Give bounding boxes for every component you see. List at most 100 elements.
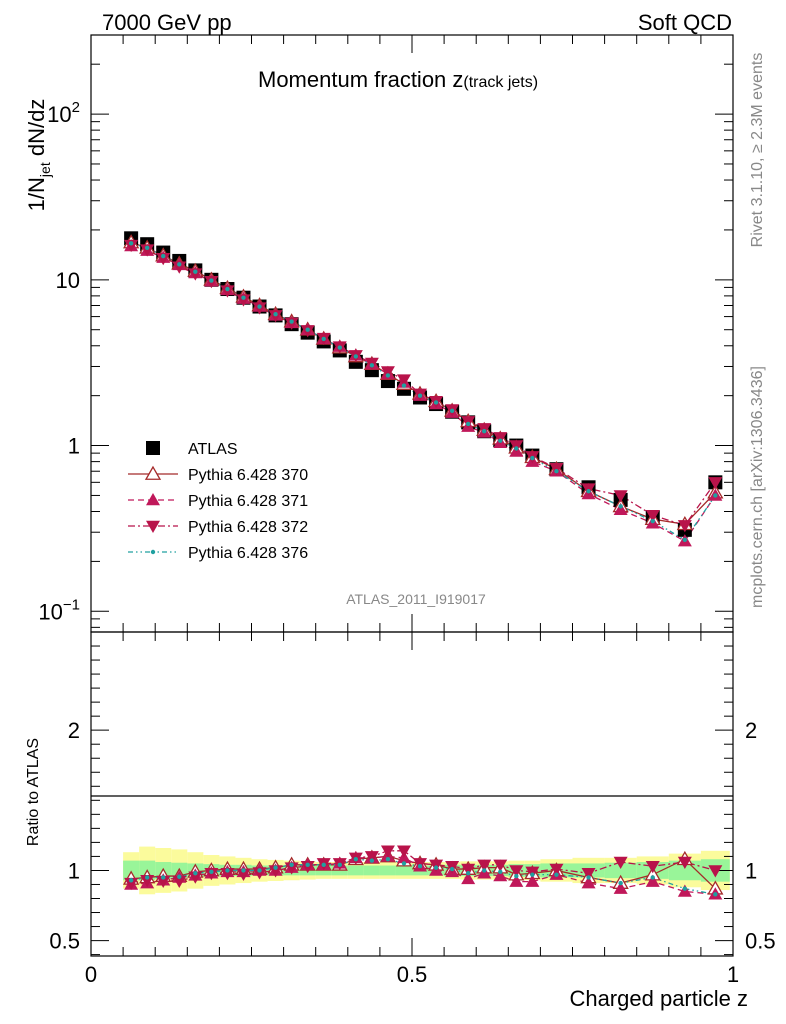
ratio-data-point: [144, 875, 150, 880]
ratio-data-point: [337, 862, 342, 868]
ratio-data-point: [241, 868, 246, 873]
data-point: [236, 294, 251, 307]
ratio-data-point: [172, 875, 187, 888]
main-y-tick-base: 1: [68, 434, 80, 459]
data-point: [613, 490, 628, 503]
ratio-data-point: [465, 871, 471, 876]
ratio-data-point: [289, 862, 294, 868]
ratio-data-point: [364, 851, 379, 864]
ratio-data-point: [509, 874, 524, 887]
data-point: [465, 421, 471, 427]
legend-label: Pythia 6.428 370: [188, 467, 308, 484]
ratio-data-point: [177, 874, 182, 879]
ratio-data-point: [498, 869, 503, 875]
legend-label: ATLAS: [188, 441, 238, 458]
ratio-data-point: [140, 875, 155, 888]
ratio-data-point: [225, 868, 230, 873]
analysis-watermark: ATLAS_2011_I919017: [346, 591, 486, 607]
ratio-data-point: [236, 868, 251, 881]
data-point: [493, 432, 508, 445]
ratio-data-point: [204, 867, 219, 881]
ratio-data-point: [156, 875, 171, 888]
ratio-data-point: [461, 863, 476, 877]
ratio-band-inner: [123, 860, 140, 881]
data-point: [321, 336, 326, 342]
main-y-tick-base: 10: [56, 268, 80, 293]
ratio-data-point: [514, 873, 519, 879]
main-title: Momentum fraction z(track jets): [258, 67, 538, 92]
data-point: [380, 366, 395, 379]
legend-label: Pythia 6.428 371: [188, 493, 308, 510]
ratio-y-tick-label-right: 2: [745, 718, 757, 743]
ratio-data-point: [284, 862, 299, 875]
data-point: [124, 239, 139, 253]
main-title-text: Momentum fraction z: [258, 67, 463, 92]
data-point: [193, 269, 198, 274]
ratio-data-point: [482, 868, 487, 873]
ratio-data-point: [682, 886, 688, 891]
x-tick-label: 1: [727, 962, 739, 987]
ratio-data-point: [161, 875, 166, 880]
legend: ATLAS Pythia 6.428 370 Pythia 6.428 371 Pyt…: [128, 441, 308, 562]
ratio-data-point: [549, 863, 564, 877]
ratio-data-point: [613, 856, 628, 870]
ratio-data-point: [353, 857, 359, 862]
ratio-band-inner: [668, 860, 701, 881]
ratio-y-tick-label: 0.5: [49, 929, 80, 954]
ratio-data-point: [618, 880, 623, 886]
x-tick-label: 0.5: [397, 962, 428, 987]
data-point: [586, 489, 591, 494]
data-point: [650, 518, 655, 524]
ratio-series-group: [123, 845, 724, 900]
data-point: [618, 504, 623, 509]
ratio-y-tick-label: 1: [68, 858, 80, 883]
main-ylabel: 1/Njet dN/dz: [24, 99, 53, 212]
main-y-tick-exp: −1: [63, 596, 80, 613]
ratio-data-point: [300, 860, 315, 874]
ratio-data-point: [713, 892, 718, 897]
data-point: [220, 285, 235, 298]
data-point: [645, 509, 660, 523]
data-point: [209, 278, 214, 283]
data-point: [708, 477, 723, 490]
ratio-data-point: [645, 874, 660, 887]
ratio-frame: [90, 631, 734, 957]
ratio-data-point: [124, 877, 139, 891]
ratio-data-point: [650, 875, 655, 880]
header-left: 7000 GeV pp: [102, 10, 232, 35]
data-point: [144, 245, 150, 251]
data-point: [713, 493, 718, 498]
data-point: [530, 455, 535, 461]
ratio-data-point: [220, 867, 235, 881]
data-point: [337, 345, 342, 350]
ratio-data-point: [188, 871, 203, 884]
ratio-data-point: [586, 875, 591, 880]
ratio-data-point: [321, 862, 326, 868]
data-point: [554, 469, 559, 474]
main-series-group: [123, 231, 724, 547]
ratio-data-point: [193, 871, 198, 876]
data-point: [305, 327, 310, 332]
data-point: [482, 429, 487, 434]
ratio-data-point: [369, 858, 375, 863]
data-point: [613, 502, 628, 515]
ratio-band-inner: [395, 865, 412, 876]
ratio-data-point: [385, 857, 391, 862]
ratio-y-tick-label: 2: [68, 718, 80, 743]
ratio-data-point: [449, 866, 455, 872]
x-tick-label: 0: [85, 962, 97, 987]
ratio-data-point: [401, 861, 407, 866]
main-y-tick-exp: 2: [72, 99, 80, 116]
data-point: [289, 319, 294, 324]
data-point: [225, 286, 230, 292]
ratio-data-point: [525, 874, 540, 887]
main-ylabel-main: 1/N: [24, 177, 49, 211]
ratio-band-inner: [363, 865, 380, 876]
legend-marker: [146, 493, 160, 506]
ratio-data-point: [209, 869, 214, 875]
ratio-data-point: [305, 862, 310, 868]
main-ylabel-tail: dN/dz: [24, 99, 49, 163]
ratio-data-point: [493, 859, 508, 872]
